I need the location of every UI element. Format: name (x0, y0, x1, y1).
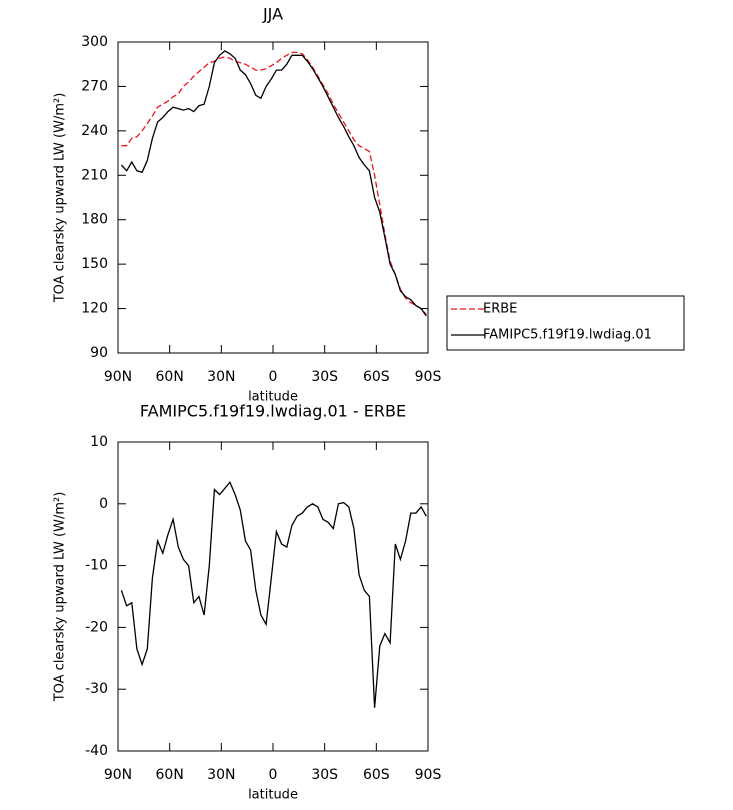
data-line (121, 51, 427, 315)
x-tick-label: 60N (156, 369, 184, 385)
y-tick-label: 180 (81, 212, 108, 228)
legend-box (446, 295, 685, 351)
y-tick-label: -40 (85, 743, 108, 759)
x-axis-label: latitude (248, 390, 298, 405)
x-tick-label: 60S (363, 369, 390, 385)
plot-frame (117, 41, 429, 354)
x-tick-label: 0 (269, 369, 278, 385)
data-line (120, 50, 427, 317)
y-tick-label: -30 (85, 681, 108, 697)
y-axis-label: TOA clearsky upward LW (W/m²) (53, 93, 68, 304)
x-tick-label: 30S (311, 767, 338, 783)
y-tick-label: 270 (81, 78, 108, 94)
x-axis-label: latitude (248, 788, 298, 803)
y-tick-label: -20 (85, 619, 108, 635)
y-tick-label: 210 (81, 167, 108, 183)
x-tick-label: 60S (363, 767, 390, 783)
x-tick-label: 90S (415, 767, 442, 783)
x-tick-label: 30N (207, 767, 235, 783)
x-tick-label: 90S (415, 369, 442, 385)
y-tick-label: 300 (81, 34, 108, 50)
x-tick-label: 30S (311, 369, 338, 385)
legend-label: ERBE (483, 302, 517, 317)
y-tick-label: -10 (85, 558, 108, 574)
data-line (120, 480, 427, 708)
y-tick-label: 10 (90, 434, 108, 450)
legend-label: FAMIPC5.f19f19.lwdiag.01 (483, 328, 652, 343)
x-tick-label: 60N (156, 767, 184, 783)
x-tick-label: 0 (269, 767, 278, 783)
plot-frame (117, 441, 429, 752)
x-tick-label: 90N (104, 767, 132, 783)
chart-title: JJA (262, 5, 283, 24)
chart-title: FAMIPC5.f19f19.lwdiag.01 - ERBE (140, 402, 406, 421)
y-tick-label: 0 (99, 496, 108, 512)
x-tick-label: 30N (207, 369, 235, 385)
y-tick-label: 150 (81, 256, 108, 272)
x-tick-label: 90N (104, 369, 132, 385)
y-tick-label: 120 (81, 301, 108, 317)
y-tick-label: 90 (90, 345, 108, 361)
y-axis-label: TOA clearsky upward LW (W/m²) (53, 492, 68, 703)
y-tick-label: 240 (81, 123, 108, 139)
